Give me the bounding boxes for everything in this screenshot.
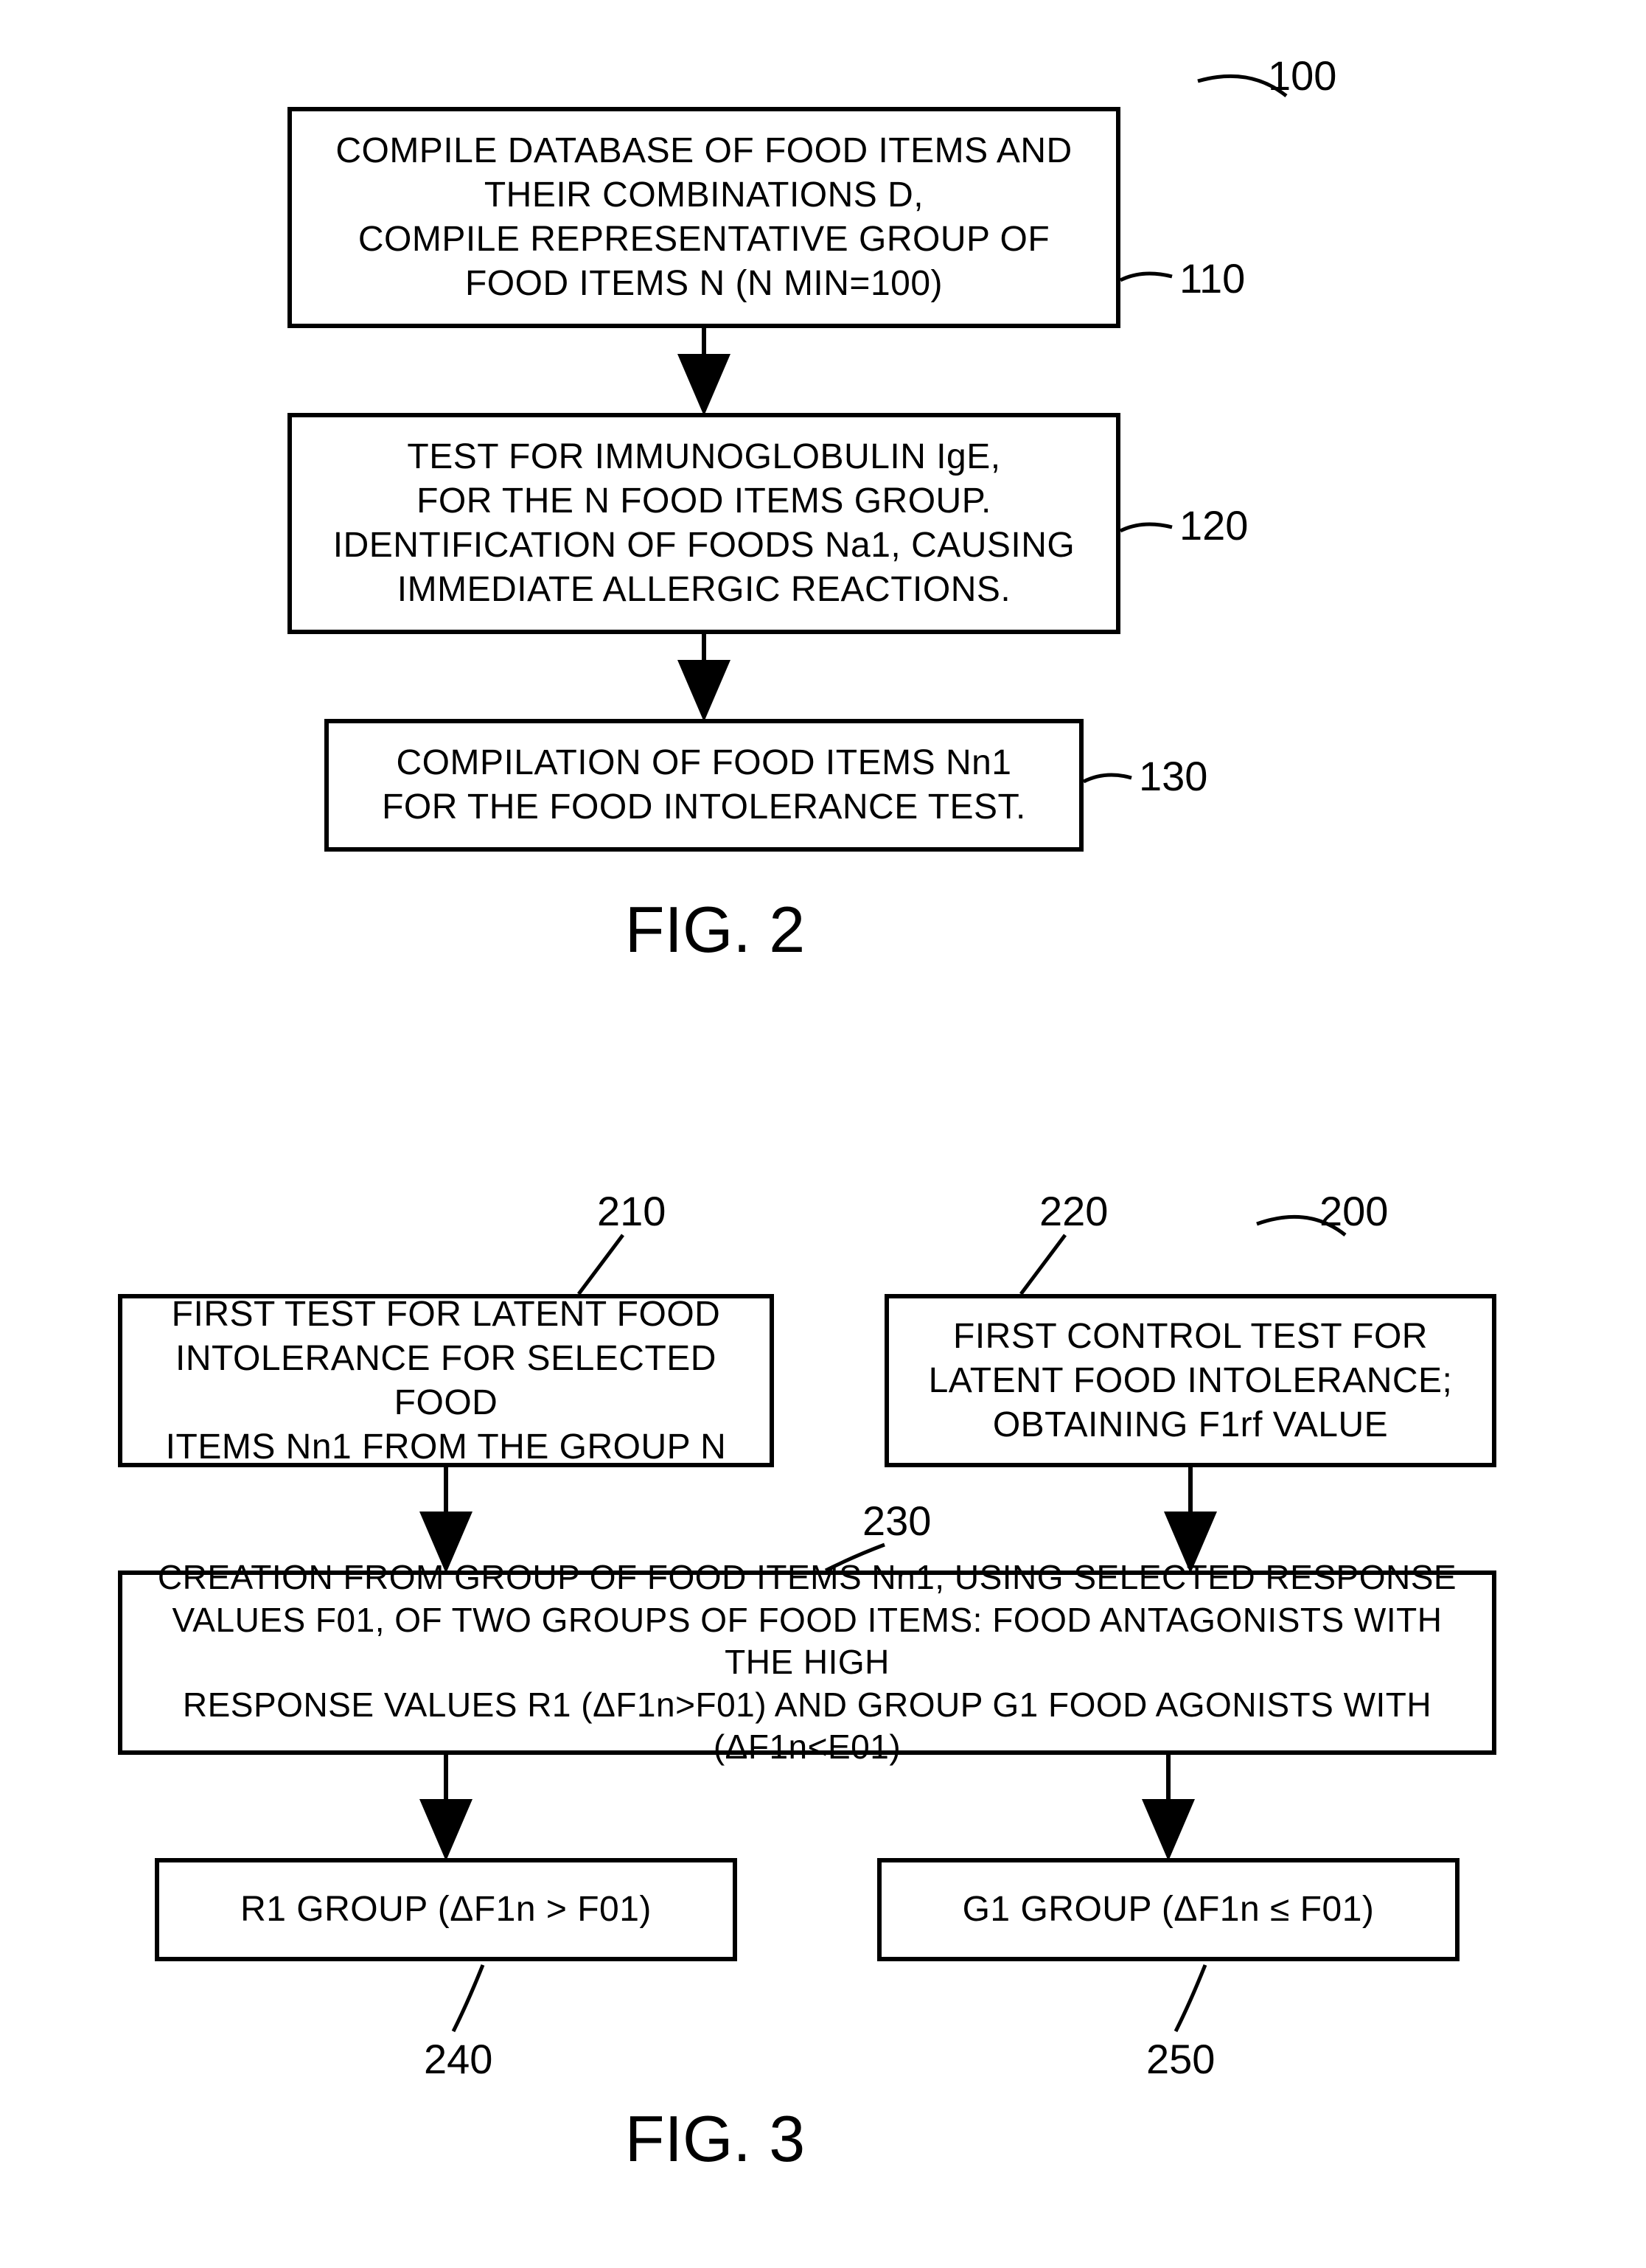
leader-100 (1198, 76, 1286, 96)
leader-110 (1120, 274, 1172, 280)
leader-230 (826, 1545, 885, 1570)
leader-130 (1084, 775, 1131, 782)
leader-220 (1021, 1235, 1065, 1294)
leader-200 (1257, 1217, 1345, 1235)
leader-240 (453, 1965, 483, 2031)
leader-210 (579, 1235, 623, 1294)
connector-layer (0, 0, 1646, 2268)
leader-120 (1120, 524, 1172, 531)
leader-250 (1176, 1965, 1205, 2031)
